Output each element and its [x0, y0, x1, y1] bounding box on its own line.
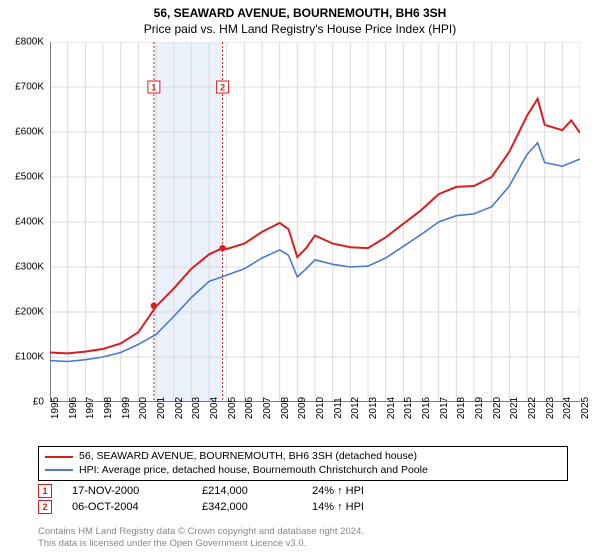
data-point-row: 1 17-NOV-2000 £214,000 24% ↑ HPI: [38, 484, 402, 498]
data-point-hpi: 24% ↑ HPI: [312, 485, 402, 497]
data-point-date: 17-NOV-2000: [72, 485, 182, 497]
x-tick-label: 1998: [103, 397, 114, 419]
x-tick-label: 1995: [50, 397, 61, 419]
legend: 56, SEAWARD AVENUE, BOURNEMOUTH, BH6 3SH…: [38, 446, 568, 481]
x-tick-label: 2023: [545, 397, 556, 419]
x-tick-label: 2006: [244, 397, 255, 419]
footer-line: This data is licensed under the Open Gov…: [38, 538, 364, 550]
x-tick-label: 2016: [421, 397, 432, 419]
x-tick-label: 2012: [350, 397, 361, 419]
x-tick-label: 2014: [386, 397, 397, 419]
y-tick-label: £500K: [15, 172, 44, 183]
y-tick-label: £400K: [15, 217, 44, 228]
footer-attribution: Contains HM Land Registry data © Crown c…: [38, 526, 364, 550]
data-points-table: 1 17-NOV-2000 £214,000 24% ↑ HPI 2 06-OC…: [38, 484, 402, 516]
chart-area: 12 £0£100K£200K£300K£400K£500K£600K£700K…: [50, 42, 580, 402]
svg-text:2: 2: [220, 83, 225, 93]
x-tick-label: 1996: [68, 397, 79, 419]
y-tick-label: £700K: [15, 82, 44, 93]
data-point-price: £214,000: [202, 485, 292, 497]
x-tick-label: 2025: [580, 397, 591, 419]
chart-title-desc: Price paid vs. HM Land Registry's House …: [0, 20, 600, 36]
chart-svg: 12: [50, 42, 580, 402]
x-tick-label: 2013: [368, 397, 379, 419]
x-axis-labels: 1995199619971998199920002001200220032004…: [50, 404, 580, 444]
x-tick-label: 2002: [174, 397, 185, 419]
y-tick-label: £300K: [15, 262, 44, 273]
data-point-date: 06-OCT-2004: [72, 501, 182, 513]
data-point-marker: 1: [38, 484, 52, 498]
legend-item: HPI: Average price, detached house, Bour…: [45, 464, 561, 478]
x-tick-label: 2011: [333, 397, 344, 419]
svg-text:1: 1: [151, 83, 156, 93]
x-tick-label: 2007: [262, 397, 273, 419]
chart-container: 56, SEAWARD AVENUE, BOURNEMOUTH, BH6 3SH…: [0, 0, 600, 560]
x-tick-label: 2019: [474, 397, 485, 419]
x-tick-label: 2000: [138, 397, 149, 419]
x-tick-label: 2010: [315, 397, 326, 419]
legend-swatch: [45, 469, 73, 471]
legend-swatch: [45, 456, 73, 458]
x-tick-label: 2015: [403, 397, 414, 419]
x-tick-label: 2022: [527, 397, 538, 419]
x-tick-label: 2018: [456, 397, 467, 419]
chart-title-address: 56, SEAWARD AVENUE, BOURNEMOUTH, BH6 3SH: [0, 0, 600, 20]
x-tick-label: 2021: [509, 397, 520, 419]
x-tick-label: 2020: [492, 397, 503, 419]
x-tick-label: 2003: [191, 397, 202, 419]
data-point-hpi: 14% ↑ HPI: [312, 501, 402, 513]
x-tick-label: 2024: [562, 397, 573, 419]
x-tick-label: 2009: [297, 397, 308, 419]
data-point-marker: 2: [38, 500, 52, 514]
x-tick-label: 2004: [209, 397, 220, 419]
data-point-row: 2 06-OCT-2004 £342,000 14% ↑ HPI: [38, 500, 402, 514]
y-tick-label: £0: [33, 397, 44, 408]
legend-label: HPI: Average price, detached house, Bour…: [79, 464, 428, 478]
x-tick-label: 1997: [85, 397, 96, 419]
x-tick-label: 2005: [227, 397, 238, 419]
y-tick-label: £800K: [15, 37, 44, 48]
y-tick-label: £200K: [15, 307, 44, 318]
x-tick-label: 2008: [280, 397, 291, 419]
data-point-price: £342,000: [202, 501, 292, 513]
footer-line: Contains HM Land Registry data © Crown c…: [38, 526, 364, 538]
legend-label: 56, SEAWARD AVENUE, BOURNEMOUTH, BH6 3SH…: [79, 450, 417, 464]
y-tick-label: £600K: [15, 127, 44, 138]
x-tick-label: 1999: [121, 397, 132, 419]
x-tick-label: 2001: [156, 397, 167, 419]
y-tick-label: £100K: [15, 352, 44, 363]
x-tick-label: 2017: [439, 397, 450, 419]
legend-item: 56, SEAWARD AVENUE, BOURNEMOUTH, BH6 3SH…: [45, 450, 561, 464]
